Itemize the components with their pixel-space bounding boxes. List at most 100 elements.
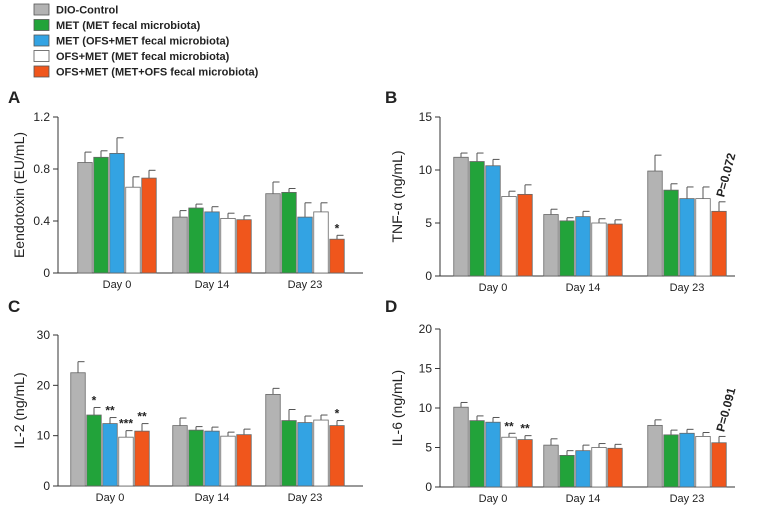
chart-panel-d: D 0 5 10 15 20 IL-6 (ng/mL) Day 0 Day 14 Day 23 **… <box>385 297 739 505</box>
category-label: Day 23 <box>670 282 705 294</box>
bar <box>663 189 679 277</box>
bar <box>281 420 297 487</box>
chart-panel-a: A 0 0.4 0.8 1.2 Eendotoxin (EU/mL) Day 0 Day 14… <box>8 88 363 291</box>
panel-letter: C <box>8 297 20 316</box>
bar <box>297 422 313 487</box>
bar <box>647 170 663 277</box>
bar <box>102 423 118 487</box>
legend-label: OFS+MET (MET+OFS fecal microbiota) <box>56 67 259 79</box>
bar <box>297 216 313 274</box>
category-label: Day 14 <box>566 282 601 294</box>
bar <box>711 442 727 488</box>
bar <box>501 436 517 488</box>
y-tick-label: 20 <box>37 378 51 392</box>
legend: DIO-Control MET (MET fecal microbiota) MET… <box>33 3 259 79</box>
y-tick-label: 10 <box>419 401 433 415</box>
y-tick-label: 30 <box>37 328 51 342</box>
bar <box>543 444 559 488</box>
category-label: Day 14 <box>195 492 230 504</box>
y-axis-title: IL-6 (ng/mL) <box>389 370 405 446</box>
bar <box>172 216 188 274</box>
panel-letter: D <box>385 297 397 316</box>
category-label: Day 0 <box>103 279 132 291</box>
y-axis-title: TNF-α (ng/mL) <box>389 150 405 242</box>
y-tick-label: 15 <box>419 362 433 376</box>
y-tick-label: 0 <box>43 266 50 280</box>
bar <box>559 220 575 277</box>
y-tick-label: 0 <box>43 479 50 493</box>
significance-marker: * <box>335 407 340 421</box>
bar <box>141 177 157 274</box>
bar <box>591 222 607 277</box>
bar <box>711 210 727 277</box>
bar <box>485 165 501 277</box>
bar <box>329 425 345 487</box>
bar <box>265 393 281 487</box>
category-label: Day 14 <box>566 493 601 505</box>
category-label: Day 0 <box>96 492 125 504</box>
bar <box>172 425 188 487</box>
p-value-label: P=0.091 <box>713 386 738 433</box>
bar <box>695 198 711 277</box>
p-value-label: P=0.072 <box>713 151 738 198</box>
bar <box>329 238 345 274</box>
bar <box>204 211 220 274</box>
bar <box>313 211 329 274</box>
significance-marker: ** <box>520 422 530 436</box>
y-tick-label: 5 <box>425 441 432 455</box>
bar <box>453 156 469 277</box>
legend-swatch <box>33 50 50 62</box>
bar <box>663 434 679 488</box>
bar <box>265 193 281 274</box>
y-tick-label: 10 <box>37 429 51 443</box>
y-tick-label: 10 <box>419 163 433 177</box>
legend-swatch <box>33 19 50 31</box>
y-tick-label: 0 <box>425 480 432 494</box>
significance-marker: * <box>335 221 340 235</box>
bar <box>607 223 623 277</box>
legend-label: MET (MET fecal microbiota) <box>56 20 201 32</box>
bar <box>77 162 93 274</box>
bar <box>86 414 102 487</box>
bar <box>559 454 575 488</box>
category-label: Day 23 <box>288 279 323 291</box>
legend-label: OFS+MET (MET fecal microbiota) <box>56 51 230 63</box>
bar <box>647 424 663 488</box>
y-tick-label: 0 <box>425 269 432 283</box>
bar <box>679 198 695 277</box>
significance-marker: ** <box>105 404 115 418</box>
y-tick-label: 20 <box>419 322 433 336</box>
y-axis-title: Eendotoxin (EU/mL) <box>11 132 27 258</box>
bar <box>220 435 236 487</box>
bar <box>453 406 469 488</box>
bar <box>607 447 623 488</box>
bar <box>281 191 297 274</box>
y-tick-label: 1.2 <box>33 110 50 124</box>
category-label: Day 0 <box>479 282 508 294</box>
legend-swatch <box>33 65 50 78</box>
chart-panels: A 0 0.4 0.8 1.2 Eendotoxin (EU/mL) Day 0 Day 14… <box>8 88 739 505</box>
bar <box>188 429 204 487</box>
bar <box>543 214 559 277</box>
bar <box>591 447 607 488</box>
bar <box>236 434 252 487</box>
bar <box>469 161 485 277</box>
bar <box>188 207 204 274</box>
category-label: Day 0 <box>479 493 508 505</box>
bar <box>70 372 86 487</box>
panel-letter: A <box>8 88 20 107</box>
panel-letter: B <box>385 88 397 107</box>
bar <box>118 436 134 487</box>
bar <box>236 219 252 274</box>
bar <box>679 432 695 488</box>
bar <box>695 436 711 488</box>
y-tick-label: 0.4 <box>33 214 50 228</box>
bar <box>517 439 533 488</box>
bar <box>313 419 329 487</box>
bar <box>575 450 591 488</box>
significance-marker: * <box>92 393 97 407</box>
chart-panel-b: B 0 5 10 15 TNF-α (ng/mL) Day 0 Day 14 Day 23 P=0… <box>385 88 739 294</box>
